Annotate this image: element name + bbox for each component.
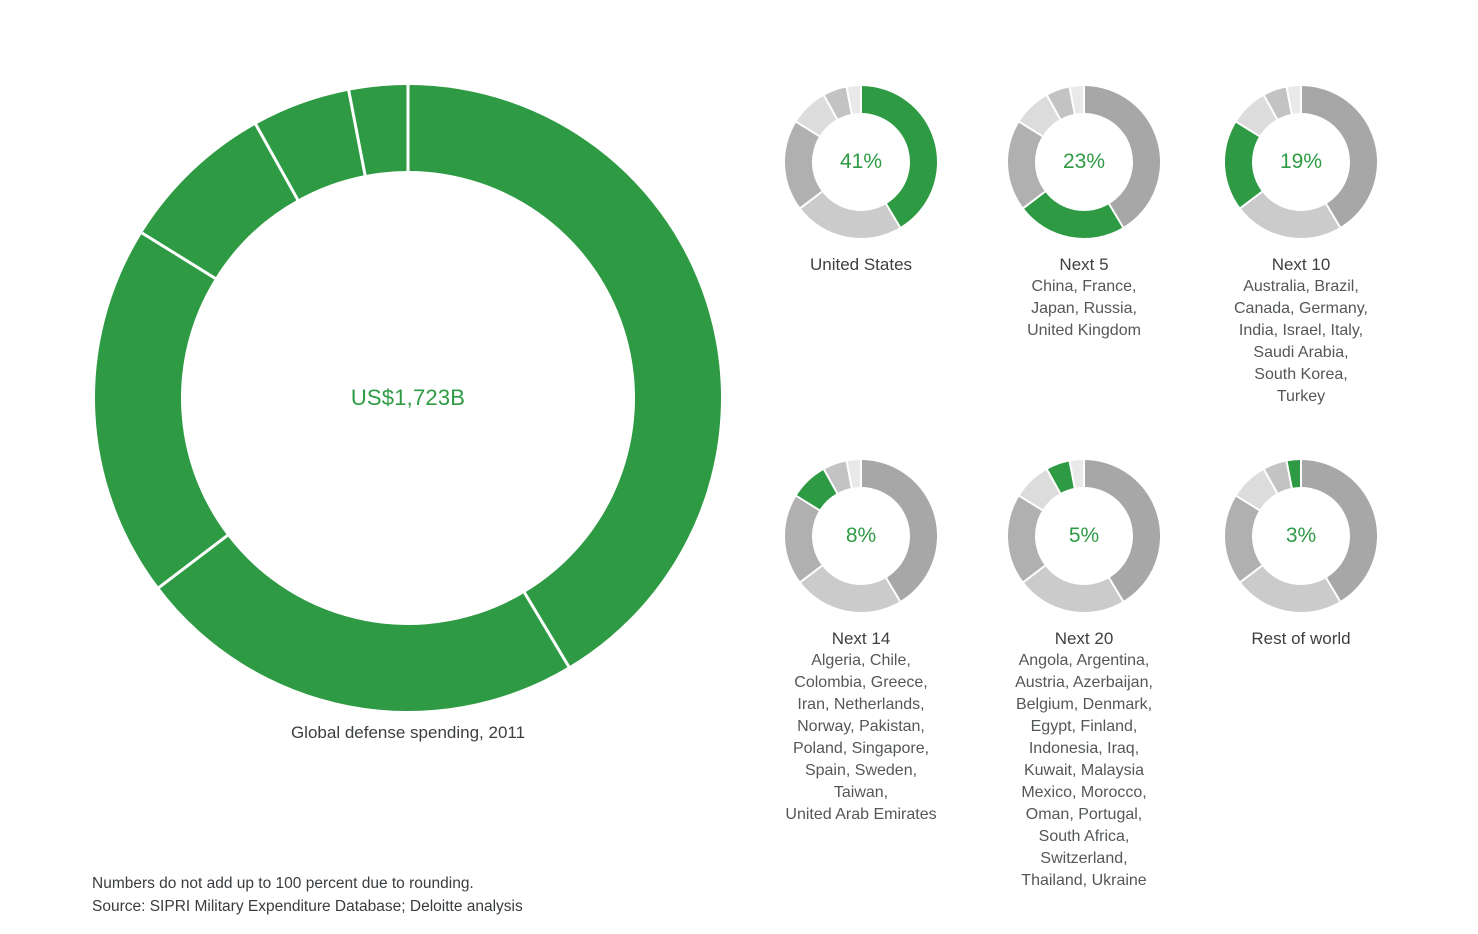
percent-value: 23% (1062, 150, 1106, 173)
country-list: Australia, Brazil, Canada, Germany, India,… (1191, 276, 1411, 408)
next-5-donut-chart: 23% (1008, 86, 1160, 238)
country-list-line: Belgium, Denmark, (1015, 696, 1153, 713)
country-list-line: India, Israel, Italy, (1238, 322, 1364, 339)
donut-card-next-20: 5% Next 20 Angola, Argentina, Austria, Az… (974, 460, 1194, 892)
percent-value: 3% (1285, 524, 1317, 547)
country-list-line: China, France, (1031, 278, 1137, 295)
group-label: Next 14 (831, 629, 891, 648)
group-label: Next 20 (1054, 629, 1114, 648)
country-list-line: Switzerland, (1040, 850, 1128, 867)
country-list-line: Kuwait, Malaysia (1023, 762, 1145, 779)
global-donut-chart (95, 85, 721, 711)
next-20-donut-chart: 5% (1008, 460, 1160, 612)
country-list-line: Egypt, Finland, (1030, 718, 1138, 735)
country-list-line: Algeria, Chile, (811, 652, 911, 669)
united-states-donut-chart: 41% (785, 86, 937, 238)
source-note: Source: SIPRI Military Expenditure Datab… (92, 898, 523, 915)
country-list-line: South Africa, (1038, 828, 1130, 845)
next-10-donut-chart: 19% (1225, 86, 1377, 238)
country-list-line: Indonesia, Iraq, (1028, 740, 1140, 757)
group-label: Next 5 (1059, 255, 1109, 274)
country-list-line: United Arab Emirates (785, 806, 937, 823)
global-spending-donut-block: US$1,723B (95, 85, 721, 711)
donut-card-next-10: 19% Next 10 Australia, Brazil, Canada, Ge… (1191, 86, 1411, 408)
percent-value: 8% (845, 524, 877, 547)
percent-value: 5% (1068, 524, 1100, 547)
country-list-line: South Korea, (1254, 366, 1348, 383)
global-donut-caption: Global defense spending, 2011 (290, 723, 526, 742)
country-list-line: Canada, Germany, (1234, 300, 1368, 317)
country-list-line: United Kingdom (1027, 322, 1141, 339)
country-list-line: Mexico, Morocco, (1021, 784, 1147, 801)
country-list-line: Saudi Arabia, (1253, 344, 1349, 361)
country-list-line: Japan, Russia, (1031, 300, 1137, 317)
rest-of-world-donut-chart: 3% (1225, 460, 1377, 612)
global-total-value: US$1,723B (350, 385, 466, 410)
country-list: Angola, Argentina, Austria, Azerbaijan, Be… (974, 650, 1194, 892)
country-list: China, France, Japan, Russia, United Kingd… (974, 276, 1194, 342)
country-list-line: Colombia, Greece, (794, 674, 928, 691)
donut-card-united-states: 41% United States (751, 86, 971, 276)
percent-value: 19% (1279, 150, 1323, 173)
country-list-line: Thailand, Ukraine (1021, 872, 1147, 889)
group-label: Next 10 (1271, 255, 1331, 274)
group-label: United States (809, 255, 913, 274)
donut-card-next-5: 23% Next 5 China, France, Japan, Russia, U… (974, 86, 1194, 342)
country-list: Algeria, Chile, Colombia, Greece, Iran, Ne… (751, 650, 971, 826)
rounding-footnote: Numbers do not add up to 100 percent due… (92, 875, 474, 892)
country-list-line: Australia, Brazil, (1243, 278, 1359, 295)
next-14-donut-chart: 8% (785, 460, 937, 612)
country-list-line: Poland, Singapore, (792, 740, 930, 757)
donut-card-rest-of-world: 3% Rest of world (1191, 460, 1411, 650)
country-list-line: Turkey (1276, 388, 1326, 405)
country-list-line: Austria, Azerbaijan, (1015, 674, 1153, 691)
group-label: Rest of world (1251, 629, 1351, 648)
country-list-line: Norway, Pakistan, (797, 718, 925, 735)
country-list-line: Angola, Argentina, (1018, 652, 1150, 669)
country-list-line: Taiwan, (833, 784, 889, 801)
country-list-line: Spain, Sweden, (804, 762, 918, 779)
donut-card-next-14: 8% Next 14 Algeria, Chile, Colombia, Gree… (751, 460, 971, 826)
country-list-line: Iran, Netherlands, (797, 696, 925, 713)
country-list-line: Oman, Portugal, (1025, 806, 1143, 823)
percent-value: 41% (839, 150, 883, 173)
